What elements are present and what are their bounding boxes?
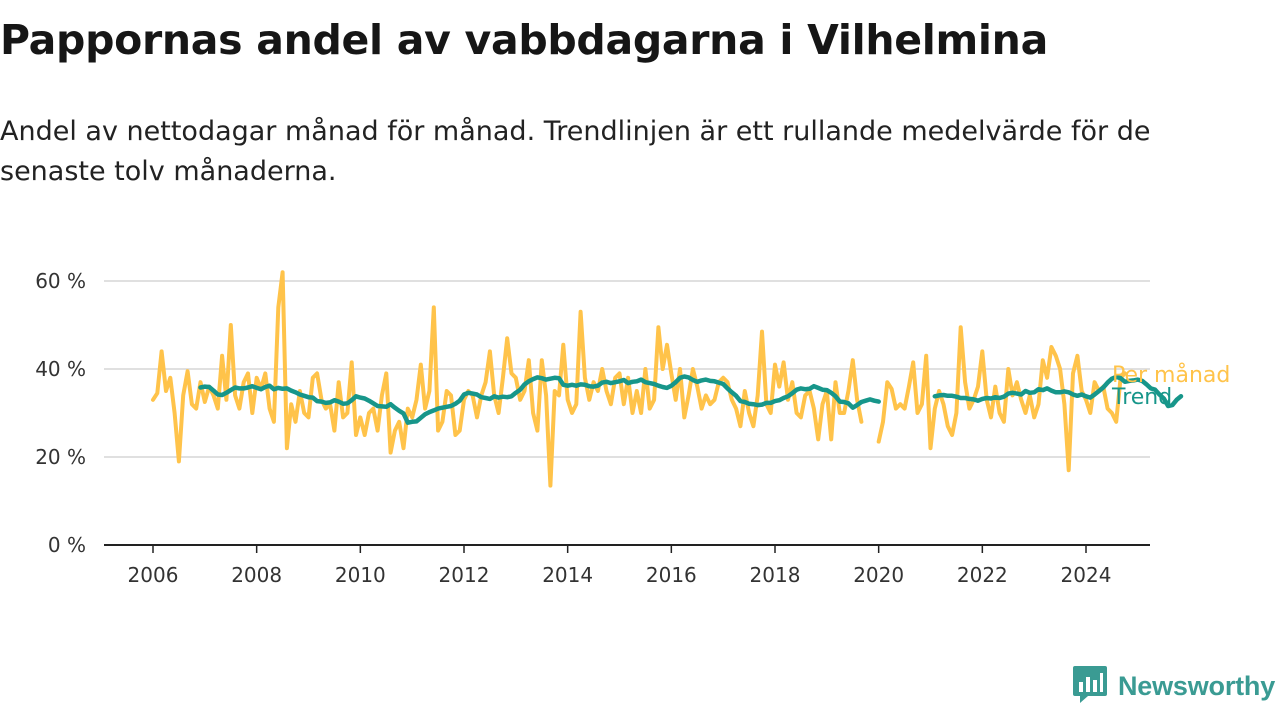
- newsworthy-logo-text: Newsworthy: [1118, 670, 1276, 701]
- chart-title: Pappornas andel av vabbdagarna i Vilhelm…: [0, 16, 1048, 64]
- x-tick-label: 2012: [439, 563, 490, 587]
- y-tick-label: 20 %: [35, 445, 86, 469]
- x-tick-label: 2008: [231, 563, 282, 587]
- x-tick-label: 2010: [335, 563, 386, 587]
- y-tick-label: 40 %: [35, 357, 86, 381]
- monthly-series-line: [151, 270, 864, 488]
- y-tick-label: 60 %: [35, 269, 86, 293]
- x-tick-label: 2022: [957, 563, 1008, 587]
- newsworthy-logo-icon: [1072, 664, 1108, 708]
- gridlines: [104, 280, 1150, 458]
- x-tick-label: 2018: [750, 563, 801, 587]
- chart-subtitle: Andel av nettodagar månad för månad. Tre…: [0, 116, 1151, 187]
- axes: 0 % 20 % 40 % 60 % 2006 2008 2010 2012 2014 2016 2…: [35, 269, 1150, 587]
- x-tick-label: 2014: [542, 563, 593, 587]
- series-lines: [151, 270, 1184, 488]
- legend-label-trend: Trend: [1111, 385, 1172, 410]
- x-tick-label: 2016: [646, 563, 697, 587]
- y-tick-label: 0 %: [48, 533, 86, 557]
- x-tick-label: 2006: [128, 563, 179, 587]
- x-tick-label: 2020: [853, 563, 904, 587]
- legend-label-monthly: Per månad: [1112, 362, 1230, 388]
- trend-series-line: [198, 374, 881, 425]
- x-tick-label: 2024: [1061, 563, 1112, 587]
- trend-series-line: [932, 374, 1184, 409]
- newsworthy-logo[interactable]: Newsworthy: [1072, 664, 1275, 708]
